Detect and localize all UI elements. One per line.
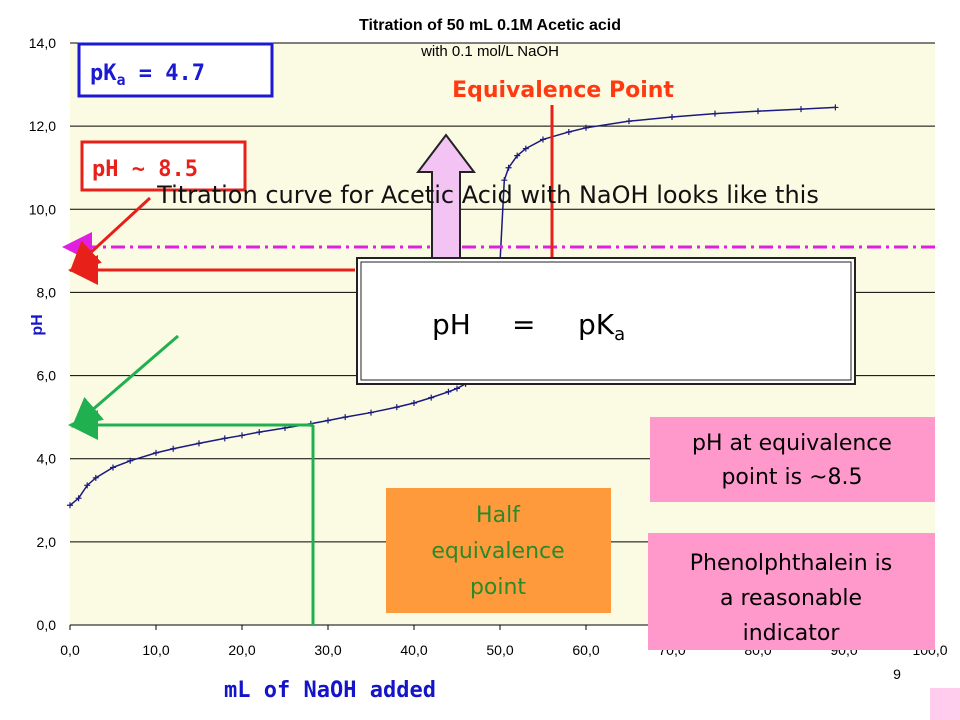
- point-marker: [325, 417, 331, 424]
- y-tick-label: 2,0: [37, 534, 57, 550]
- point-marker: [342, 414, 349, 421]
- eq-right: pK: [578, 308, 615, 341]
- point-marker: [67, 502, 73, 509]
- pka-value: = 4.7: [126, 61, 205, 86]
- eq-sub: a: [614, 324, 625, 345]
- eq-sign: =: [512, 308, 535, 341]
- half-equivalence: Half equivalence point: [431, 503, 564, 600]
- corner-square: [930, 688, 960, 720]
- chart-title: Titration of 50 mL 0.1M Acetic acid: [359, 17, 621, 34]
- point-marker: [110, 464, 116, 471]
- point-marker: [411, 400, 417, 407]
- point-marker: [170, 445, 177, 452]
- equivalence-label: Equivalence Point: [452, 78, 674, 103]
- point-marker: [798, 106, 804, 113]
- x-tick-label: 20,0: [228, 642, 255, 658]
- point-marker: [428, 394, 435, 401]
- point-marker: [501, 177, 508, 184]
- page-number: 9: [893, 666, 901, 682]
- chart-subtitle: with 0.1 mol/L NaOH: [420, 43, 559, 60]
- equivalence-note: pH at equivalence point is ~8.5: [692, 431, 892, 490]
- x-tick-label: 60,0: [572, 642, 599, 658]
- point-marker: [522, 145, 529, 152]
- half-equivalence-box: [386, 488, 611, 613]
- pka-label: pK: [90, 61, 117, 86]
- y-tick-label: 14,0: [29, 35, 56, 51]
- pka-box: [77, 42, 274, 98]
- point-marker: [256, 429, 263, 436]
- ph-tag: pH ~ 8.5: [92, 157, 198, 182]
- point-marker: [92, 474, 99, 481]
- point-marker: [239, 432, 245, 439]
- note-line: point: [470, 575, 526, 600]
- x-tick-label: 10,0: [142, 642, 169, 658]
- point-marker: [540, 136, 546, 143]
- headline: Titration curve for Acetic Acid with NaO…: [156, 181, 819, 209]
- point-marker: [84, 482, 91, 489]
- y-axis-label: pH: [29, 314, 46, 335]
- point-marker: [153, 449, 159, 456]
- note-line: Half: [476, 503, 521, 528]
- note-line: indicator: [743, 621, 841, 646]
- x-tick-label: 50,0: [486, 642, 513, 658]
- equation: pH = pKa: [432, 308, 625, 345]
- point-marker: [75, 495, 82, 502]
- note-line: equivalence: [431, 539, 564, 564]
- point-marker: [514, 152, 521, 159]
- equivalence-note-box: [650, 417, 935, 502]
- y-tick-label: 8,0: [37, 284, 57, 300]
- point-marker: [565, 128, 572, 135]
- y-tick-label: 6,0: [37, 368, 57, 384]
- equation-box: [356, 257, 856, 385]
- point-marker: [583, 124, 589, 131]
- x-tick-label: 40,0: [400, 642, 427, 658]
- eq-left: pH: [432, 308, 471, 341]
- point-marker: [221, 435, 228, 442]
- point-marker: [669, 113, 675, 120]
- point-marker: [196, 440, 202, 447]
- y-tick-label: 12,0: [29, 118, 56, 134]
- pka-text: pKa = 4.7: [90, 61, 205, 89]
- x-tick-label: 30,0: [314, 642, 341, 658]
- pka-sub: a: [117, 71, 126, 89]
- point-marker: [626, 118, 632, 125]
- point-marker: [393, 404, 400, 411]
- note-line: pH at equivalence: [692, 431, 892, 456]
- note-line: a reasonable: [720, 586, 862, 611]
- y-tick-label: 0,0: [37, 617, 57, 633]
- x-axis-label: mL of NaOH added: [224, 678, 436, 703]
- red-arrow: [69, 196, 152, 273]
- indicator-note: Phenolphthalein is a reasonable indicator: [690, 551, 893, 646]
- x-tick-label: 0,0: [60, 642, 80, 658]
- point-marker: [454, 385, 460, 392]
- green-arrow: [71, 334, 179, 428]
- y-tick-label: 4,0: [37, 451, 57, 467]
- point-marker: [832, 104, 839, 111]
- point-marker: [368, 409, 374, 416]
- point-marker: [445, 388, 452, 395]
- y-tick-label: 10,0: [29, 201, 56, 217]
- indicator-box: [648, 533, 935, 650]
- equation-box-inner: [360, 261, 852, 381]
- point-marker: [127, 457, 134, 464]
- note-line: point is ~8.5: [721, 465, 862, 490]
- up-arrow: [415, 133, 477, 266]
- point-marker: [712, 110, 718, 117]
- point-marker: [755, 108, 761, 115]
- ph-tag-box: [80, 140, 247, 192]
- note-line: Phenolphthalein is: [690, 551, 893, 576]
- point-marker: [505, 164, 512, 171]
